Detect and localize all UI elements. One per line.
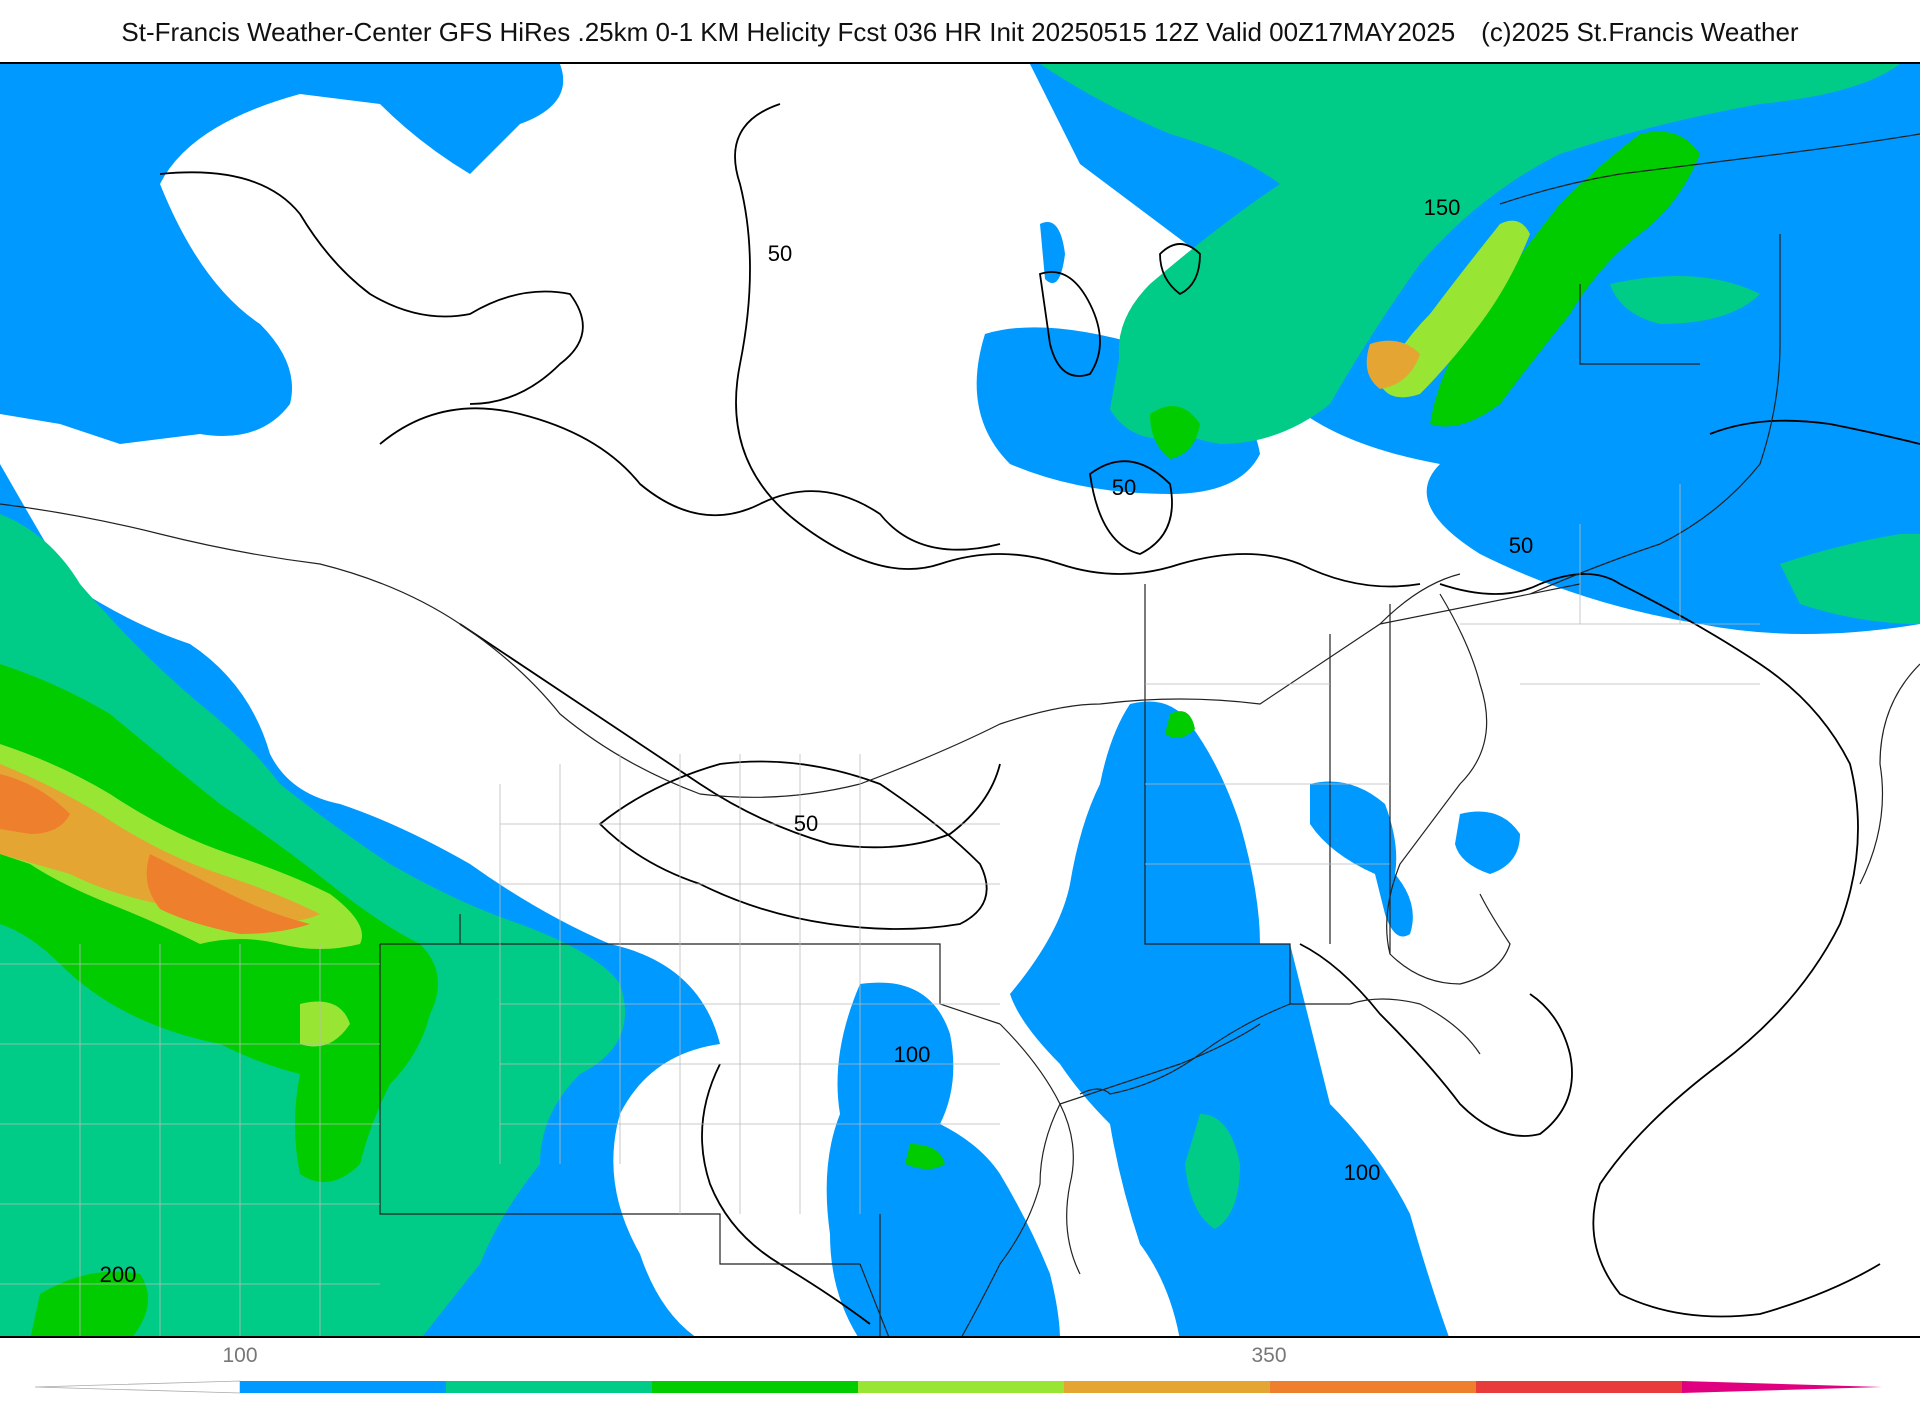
legend-colorbar-segments: [34, 1380, 1882, 1394]
legend-segment: [1682, 1381, 1882, 1393]
helicity-band-darkorange: [0, 774, 310, 934]
legend-segment: [1476, 1381, 1682, 1393]
legend-segment: [1064, 1381, 1270, 1393]
copyright-text: (c)2025 St.Francis Weather: [1481, 16, 1799, 47]
contour-label: 50: [1112, 475, 1136, 500]
county-lines: [0, 484, 1760, 1336]
helicity-map: 50 50 50 50 150 100 100 200: [0, 62, 1920, 1338]
contour-label: 150: [1424, 195, 1461, 220]
legend-tick-label: 350: [1251, 1344, 1287, 1367]
helicity-band-orange: [0, 340, 1420, 924]
legend-segment: [446, 1381, 652, 1393]
contour-label: 50: [794, 811, 818, 836]
contour-labels: 50 50 50 50 150 100 100 200: [100, 195, 1534, 1287]
map-canvas: 50 50 50 50 150 100 100 200: [0, 64, 1920, 1336]
contour-label: 100: [894, 1042, 931, 1067]
contour-label: 50: [1509, 533, 1533, 558]
contour-label: 100: [1344, 1160, 1381, 1185]
map-title-bar: St-Francis Weather-Center GFS HiRes .25k…: [0, 0, 1920, 64]
map-title: St-Francis Weather-Center GFS HiRes .25k…: [121, 16, 1456, 47]
legend-tick-label: 100: [222, 1344, 258, 1367]
legend-segment: [34, 1380, 241, 1394]
legend-segment: [240, 1381, 446, 1393]
legend-colorbar: [34, 1380, 1882, 1394]
color-legend: 100 350: [0, 1338, 1920, 1400]
contour-label: 200: [100, 1262, 137, 1287]
legend-segment: [1270, 1381, 1476, 1393]
legend-segment: [858, 1381, 1064, 1393]
coastline: [961, 133, 1920, 1336]
contour-label: 50: [768, 241, 792, 266]
contour-lines: [159, 103, 1920, 1325]
legend-segment: [652, 1381, 858, 1393]
